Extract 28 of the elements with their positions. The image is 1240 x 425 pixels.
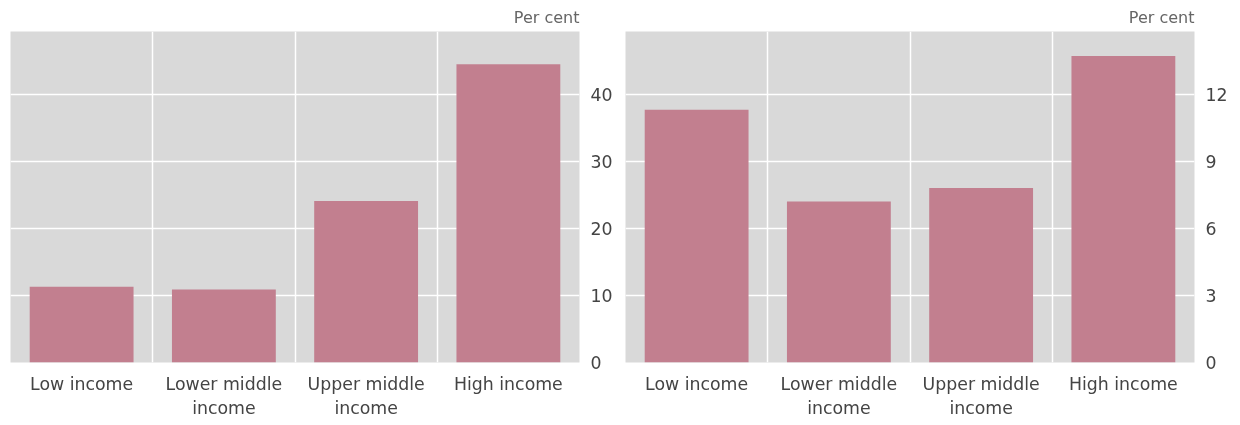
x-tick-label: Low income — [645, 373, 749, 394]
bar — [644, 109, 749, 363]
y-tick-label: 6 — [1205, 218, 1217, 239]
bar — [929, 188, 1034, 363]
x-tick-label: Low income — [30, 373, 134, 394]
x-tick-label: Lower middle income — [780, 373, 898, 418]
y-tick-label: 10 — [590, 286, 613, 306]
y-tick-label: 9 — [1205, 151, 1217, 172]
bar — [171, 289, 276, 363]
x-tick-label: Lower middle income — [165, 373, 283, 418]
y-tick-label: 0 — [590, 353, 602, 373]
x-tick-label: Upper middle income — [922, 373, 1040, 418]
y-tick-label: 30 — [590, 151, 613, 172]
y-tick-label: 0 — [1205, 353, 1217, 373]
x-tick-label: High income — [1068, 373, 1178, 394]
y-tick-label: 12 — [1205, 84, 1228, 105]
x-tick-label: High income — [453, 373, 563, 394]
bar — [1071, 56, 1176, 363]
x-tick-label: Upper middle income — [307, 373, 425, 418]
bar — [314, 201, 419, 363]
y-tick-label: 20 — [590, 218, 613, 239]
y-axis-title: Per cent — [513, 7, 580, 27]
y-tick-label: 40 — [590, 84, 613, 105]
bar — [456, 64, 561, 363]
bar — [29, 286, 134, 363]
y-axis-title: Per cent — [1128, 7, 1195, 27]
y-tick-label: 3 — [1205, 285, 1217, 306]
bar — [786, 201, 891, 363]
